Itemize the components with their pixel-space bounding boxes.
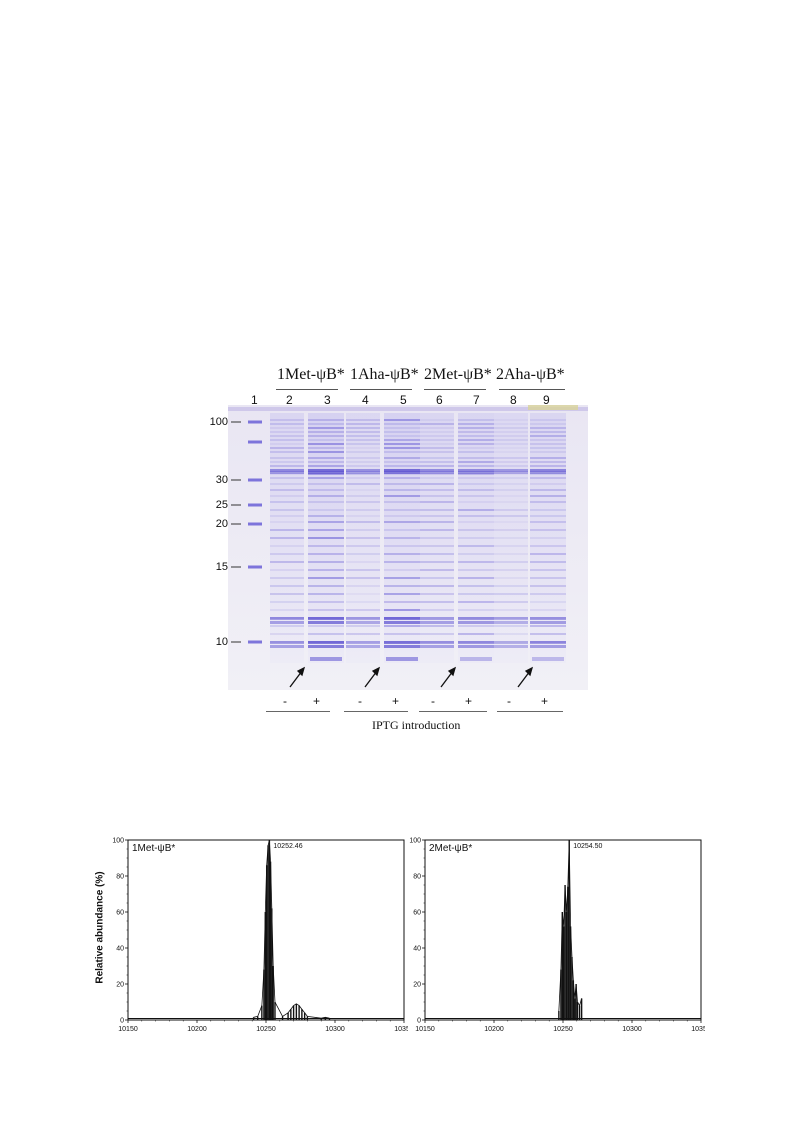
lane-number: 9 [543, 393, 550, 407]
y-tick-label: 100 [112, 838, 124, 845]
group-underline [350, 389, 412, 390]
y-tick-label: 40 [413, 946, 421, 953]
mass-spectrum-chart-1: 0 20 40 60 80 100 10150 10200 10250 10300 10350 1Me… [112, 838, 408, 1034]
lane-number: 5 [400, 393, 407, 407]
y-axis-title: Relative abundance (%) [94, 871, 106, 984]
mass-spectrum-chart-2: 0 20 40 60 80 100 10150 10200 10250 10300 10350 2Me… [409, 838, 705, 1034]
gel-group-label: 1Aha-ψB* [350, 366, 419, 383]
x-tick-label: 10150 [415, 1026, 435, 1033]
x-tick-label: 10300 [325, 1026, 345, 1033]
x-tick-label: 10250 [553, 1026, 573, 1033]
condition-sign: + [313, 694, 321, 708]
lane-number: 8 [510, 393, 517, 407]
peak-mass-label: 10254.50 [573, 843, 602, 850]
condition-sign: + [465, 694, 473, 708]
marker-label: 15 [215, 561, 228, 573]
y-tick-label: 60 [413, 910, 421, 917]
marker-label: 20 [215, 518, 228, 530]
marker-label: 25 [215, 499, 228, 511]
chart-title: 1Met-ψB* [132, 843, 175, 854]
marker-label: 10 [215, 636, 228, 648]
condition-sign: + [392, 694, 400, 708]
condition-sign: - [358, 694, 362, 708]
y-tick-label: 80 [413, 874, 421, 881]
marker-label: 100 [209, 416, 228, 428]
lane-number: 7 [473, 393, 480, 407]
chart-title: 2Met-ψB* [429, 843, 472, 854]
y-tick-label: 0 [120, 1018, 124, 1025]
gel-x-label: IPTG introduction [372, 718, 461, 732]
condition-sign: - [283, 694, 287, 708]
y-tick-label: 20 [413, 982, 421, 989]
lane-number: 4 [362, 393, 369, 407]
condition-underline [266, 711, 330, 712]
group-underline [424, 389, 486, 390]
gel-group-label: 2Aha-ψB* [496, 366, 565, 383]
group-underline [499, 389, 565, 390]
lane-number: 6 [436, 393, 443, 407]
condition-sign: - [431, 694, 435, 708]
lane-number: 2 [286, 393, 293, 407]
condition-underline [497, 711, 563, 712]
condition-underline [419, 711, 487, 712]
y-tick-label: 40 [116, 946, 124, 953]
lane-number: 3 [324, 393, 331, 407]
condition-underline [344, 711, 408, 712]
lane-number: 1 [251, 393, 258, 407]
y-tick-label: 0 [417, 1018, 421, 1025]
y-tick-label: 20 [116, 982, 124, 989]
gel-group-label: 1Met-ψB* [277, 366, 345, 383]
x-tick-label: 10350 [394, 1026, 408, 1033]
sds-page-gel-image [228, 405, 588, 690]
condition-sign: + [541, 694, 549, 708]
x-tick-label: 10350 [691, 1026, 705, 1033]
x-tick-label: 10300 [622, 1026, 642, 1033]
group-underline [276, 389, 338, 390]
x-tick-label: 10200 [484, 1026, 504, 1033]
marker-label: 30 [215, 474, 228, 486]
y-tick-label: 100 [409, 838, 421, 845]
x-tick-label: 10200 [187, 1026, 207, 1033]
gel-group-label: 2Met-ψB* [424, 366, 492, 383]
y-tick-label: 80 [116, 874, 124, 881]
y-tick-label: 60 [116, 910, 124, 917]
condition-sign: - [507, 694, 511, 708]
x-tick-label: 10250 [256, 1026, 276, 1033]
x-tick-label: 10150 [118, 1026, 138, 1033]
peak-mass-label: 10252.46 [273, 843, 302, 850]
